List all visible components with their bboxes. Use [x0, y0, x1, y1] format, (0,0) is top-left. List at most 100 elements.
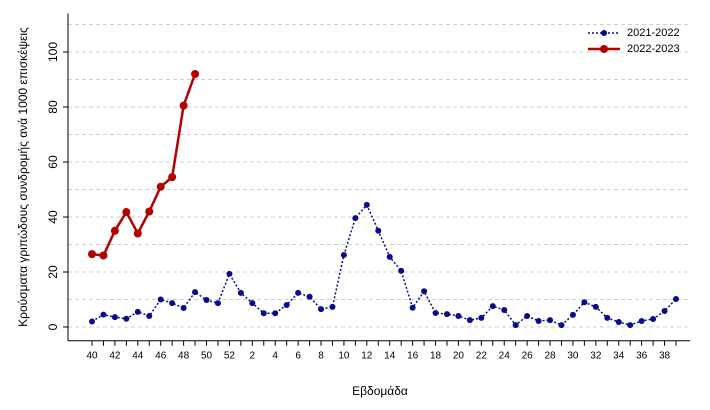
point [157, 296, 164, 303]
point [156, 182, 165, 191]
point [237, 289, 244, 296]
x-tick-label: 20 [453, 350, 465, 361]
point [146, 313, 153, 319]
x-tick-label: 16 [407, 350, 419, 361]
x-tick-label: 36 [636, 350, 648, 361]
point [283, 302, 290, 308]
point [455, 313, 462, 319]
x-tick-label: 38 [659, 350, 671, 361]
y-tick-label: 20 [46, 265, 60, 279]
x-tick-label: 52 [224, 350, 236, 361]
point [363, 201, 370, 208]
point [466, 317, 473, 324]
point [134, 308, 141, 315]
point [569, 311, 576, 318]
x-tick-label: 50 [201, 350, 213, 361]
point [478, 314, 485, 321]
point [535, 317, 542, 324]
x-tick-label: 10 [338, 350, 350, 361]
x-tick-label: 14 [384, 350, 396, 361]
point [638, 317, 645, 324]
point [89, 318, 95, 325]
x-tick-label: 48 [178, 350, 190, 361]
series-line [91, 73, 197, 257]
point [318, 306, 325, 313]
point [214, 300, 221, 307]
x-tick-label: 34 [613, 350, 625, 361]
point [512, 322, 519, 329]
y-tick-label: 80 [46, 100, 60, 114]
legend-marker [601, 30, 607, 36]
point [409, 304, 416, 311]
x-tick-label: 24 [499, 350, 511, 361]
point [558, 322, 565, 329]
point [443, 311, 450, 318]
x-tick-label: 32 [590, 350, 602, 361]
x-tick-label: 28 [544, 350, 556, 361]
point [260, 310, 267, 317]
x-tick-label: 2 [250, 350, 256, 361]
point [421, 288, 428, 295]
point [295, 289, 302, 296]
point [627, 322, 634, 329]
point [547, 317, 554, 324]
y-tick-label: 0 [46, 323, 60, 330]
point [432, 309, 439, 316]
point [352, 215, 359, 222]
x-tick-label: 42 [109, 350, 121, 361]
point [673, 295, 679, 302]
point [123, 315, 130, 322]
legend-label: 2021-2022 [627, 27, 680, 39]
x-axis-title: Εβδομάδα [352, 384, 408, 398]
x-tick-label: 44 [132, 350, 144, 361]
series-line [91, 203, 677, 327]
point [100, 311, 107, 318]
point [398, 267, 405, 274]
x-tick-label: 46 [155, 350, 167, 361]
point [340, 251, 347, 258]
point [226, 270, 233, 277]
point [375, 227, 382, 234]
point [661, 308, 668, 315]
x-tick-label: 6 [295, 350, 301, 361]
x-tick-label: 8 [318, 350, 324, 361]
point [133, 229, 142, 238]
point [145, 207, 154, 216]
point [110, 226, 119, 235]
x-tick-label: 4 [272, 350, 278, 361]
legend-label: 2022-2023 [627, 43, 680, 55]
point [501, 306, 508, 313]
point [524, 313, 531, 319]
legend-marker [600, 45, 608, 53]
point [604, 314, 611, 321]
point [489, 303, 496, 310]
point [179, 101, 188, 110]
point [169, 300, 176, 307]
point [272, 310, 279, 317]
x-tick-label: 40 [86, 350, 98, 361]
x-tick-label: 18 [430, 350, 442, 361]
point [122, 208, 131, 217]
point [111, 314, 118, 321]
point [168, 173, 177, 182]
point [581, 299, 588, 306]
x-tick-label: 22 [476, 350, 488, 361]
y-axis-title: Κρούσματα γριπώδους συνδρομής ανά 1000 ε… [16, 27, 30, 327]
point [329, 303, 336, 310]
x-tick-label: 26 [522, 350, 534, 361]
point [180, 305, 187, 312]
point [192, 289, 199, 296]
x-tick-label: 30 [567, 350, 579, 361]
point [306, 293, 313, 300]
point [191, 70, 200, 78]
point [249, 300, 256, 307]
x-tick-label: 12 [361, 350, 373, 361]
y-tick-label: 40 [46, 210, 60, 224]
y-tick-label: 60 [46, 155, 60, 169]
y-tick-label: 100 [46, 42, 60, 62]
point [615, 319, 622, 326]
point [99, 251, 108, 260]
point [650, 316, 657, 323]
point [592, 303, 599, 310]
